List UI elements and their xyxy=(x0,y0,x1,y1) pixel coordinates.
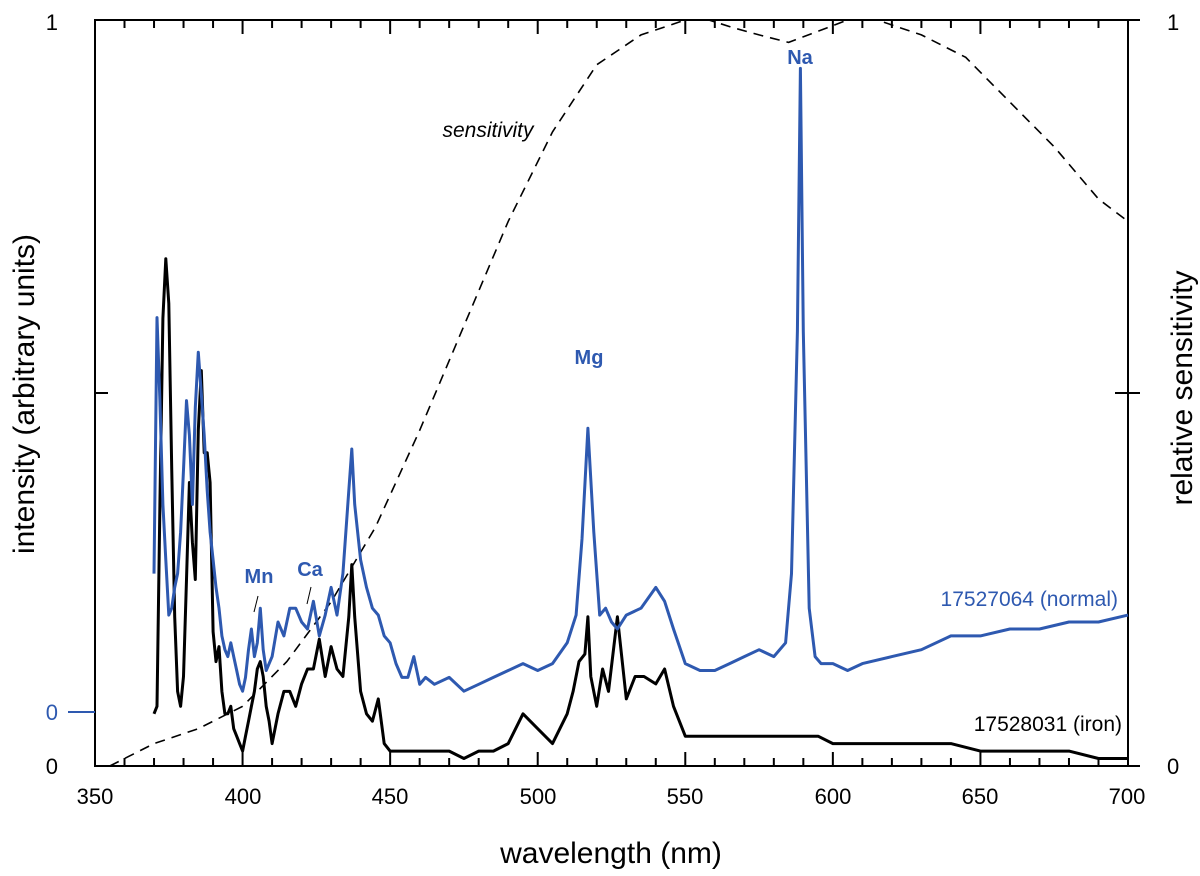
x-axis-ticks xyxy=(94,20,1129,766)
left-tick-label-blue-zero: 0 xyxy=(46,700,58,725)
x-tick-label: 700 xyxy=(1109,784,1146,809)
sensitivity-curve xyxy=(109,19,1129,767)
iron-spectrum-line xyxy=(152,257,1128,760)
annotation-na: Na xyxy=(787,47,813,69)
x-tick-label: 650 xyxy=(962,784,999,809)
right-tick-label-bottom: 0 xyxy=(1167,754,1179,779)
x-tick-label: 550 xyxy=(667,784,704,809)
x-tick-label: 500 xyxy=(520,784,557,809)
series-label-iron: 17528031 (iron) xyxy=(974,713,1122,736)
left-tick-label-top: 1 xyxy=(46,10,58,35)
left-tick-label-bottom: 0 xyxy=(46,754,58,779)
right-axis-ticks xyxy=(1115,19,1140,767)
left-axis-ticks xyxy=(68,19,108,713)
x-tick-label: 400 xyxy=(225,784,262,809)
right-tick-label-top: 1 xyxy=(1167,10,1179,35)
x-tick-label: 600 xyxy=(815,784,852,809)
annotation-mn: Mn xyxy=(245,566,274,588)
mn-leader-line xyxy=(253,595,259,613)
ca-leader-line xyxy=(306,586,312,605)
annotation-mg: Mg xyxy=(575,347,604,369)
right-axis-title: relative sensitivity xyxy=(1166,270,1199,505)
x-tick-labels: 350 400 450 500 550 600 650 700 xyxy=(77,784,1146,809)
annotation-ca: Ca xyxy=(297,559,323,581)
left-axis-title: intensity (arbitrary units) xyxy=(8,234,41,554)
x-axis-title: wavelength (nm) xyxy=(499,837,722,870)
series-label-normal: 17527064 (normal) xyxy=(941,588,1118,611)
sensitivity-label: sensitivity xyxy=(442,119,535,142)
normal-spectrum-line xyxy=(152,66,1129,693)
x-tick-label: 450 xyxy=(372,784,409,809)
x-tick-label: 350 xyxy=(77,784,114,809)
